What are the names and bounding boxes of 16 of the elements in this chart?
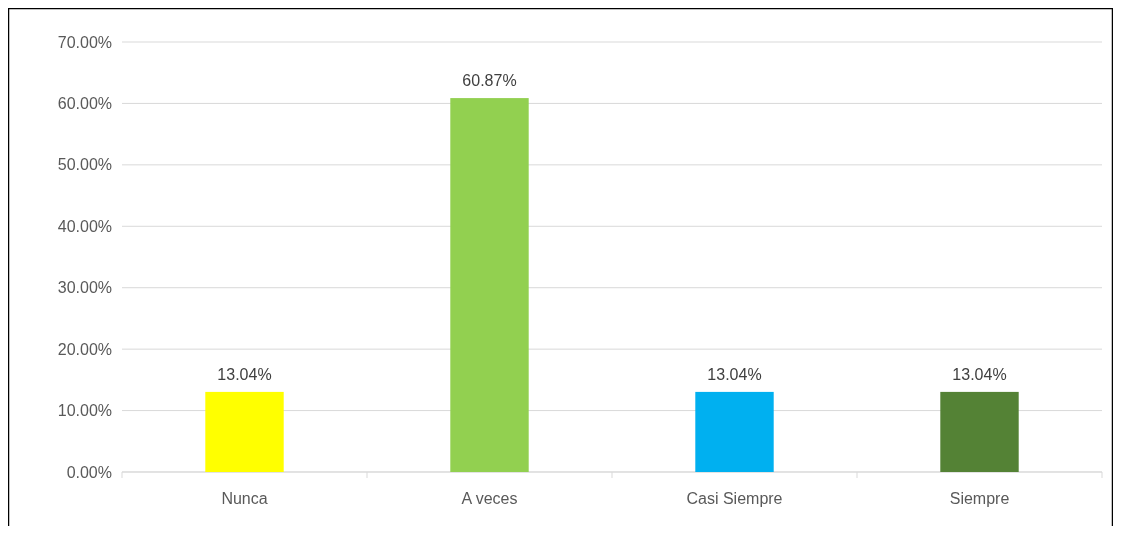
y-tick-label: 40.00% — [57, 217, 112, 235]
x-tick-label: Siempre — [949, 490, 1010, 507]
data-label: 13.04% — [707, 365, 762, 383]
data-label: 13.04% — [952, 365, 1007, 383]
x-tick-label: A veces — [461, 490, 518, 507]
y-tick-label: 10.00% — [57, 402, 112, 420]
x-tick-label: Casi Siempre — [686, 490, 783, 507]
y-tick-label: 50.00% — [57, 156, 112, 174]
data-label: 13.04% — [217, 365, 272, 383]
data-label: 60.87% — [462, 72, 517, 90]
y-tick-label: 70.00% — [57, 33, 112, 51]
y-tick-label: 20.00% — [57, 340, 112, 358]
y-tick-label: 60.00% — [57, 95, 112, 113]
y-tick-label: 0.00% — [66, 463, 112, 481]
x-tick-label: Nunca — [221, 490, 268, 507]
y-tick-label: 30.00% — [57, 279, 112, 297]
